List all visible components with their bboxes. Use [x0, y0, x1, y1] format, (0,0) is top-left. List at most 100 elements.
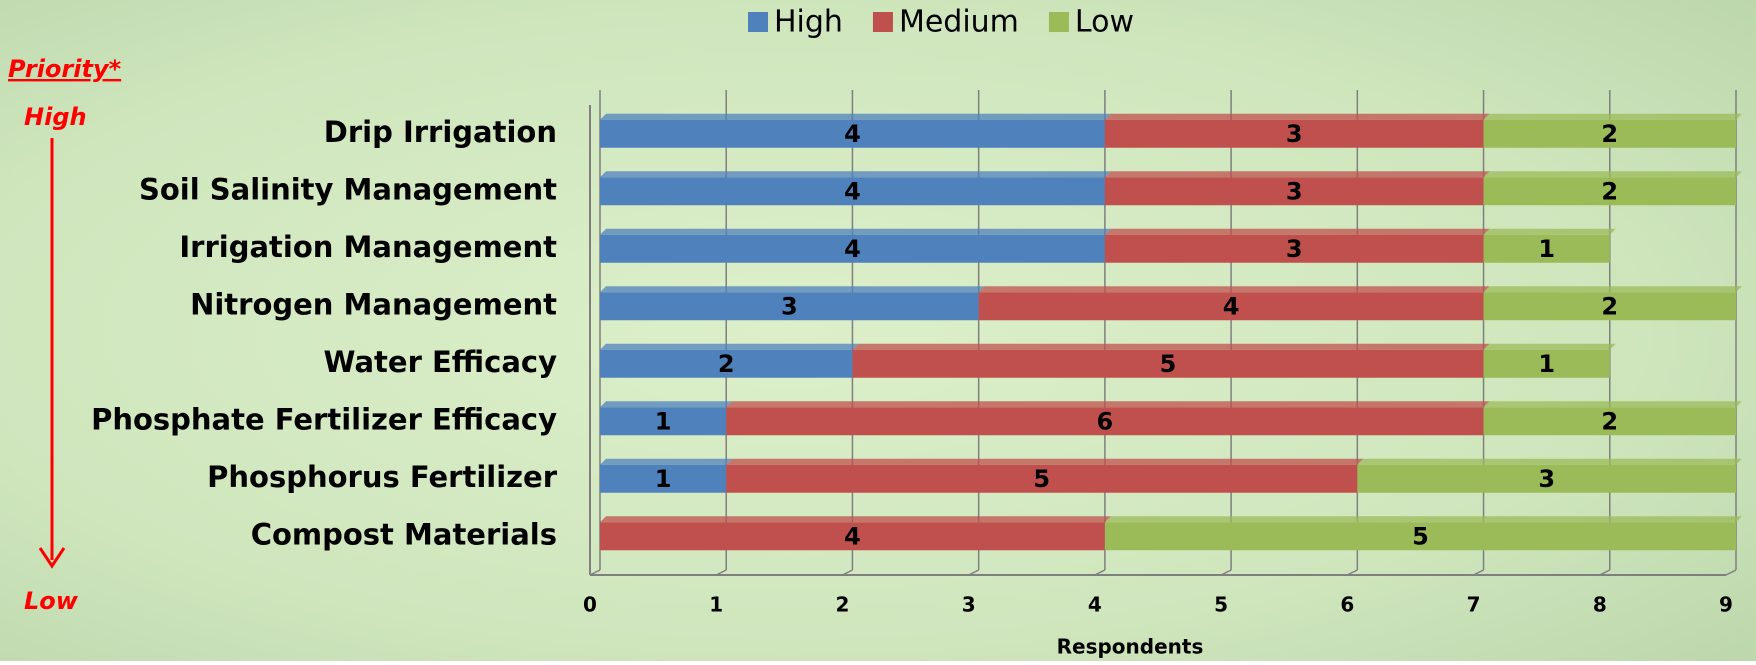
- bar-top: [1357, 458, 1742, 465]
- bar-top: [1104, 171, 1490, 178]
- bar-top: [1104, 113, 1490, 120]
- data-label: 5: [1412, 522, 1429, 550]
- data-label: 1: [655, 465, 672, 493]
- data-label: 1: [1538, 235, 1555, 263]
- bar-top: [1104, 516, 1742, 523]
- plot-area: 0 1 2 3 4 5 6 7 8 9 High Medium Low Drip Irrigation 4 3…: [91, 5, 1742, 617]
- x-tick-label: 8: [1593, 593, 1607, 617]
- bar: [1104, 177, 1484, 206]
- bar: [600, 234, 1105, 263]
- x-tick-label: 4: [1088, 593, 1102, 617]
- data-label: 4: [1223, 292, 1240, 320]
- bar-top: [600, 113, 1111, 120]
- priority-low: Low: [24, 587, 79, 615]
- legend-label: High: [774, 5, 843, 40]
- y-tick-label: Soil Salinity Management: [139, 172, 557, 206]
- x-tick-label: 7: [1467, 593, 1481, 617]
- priority-arrow-head: [38, 547, 66, 569]
- data-label: 2: [718, 350, 735, 378]
- y-tick-label: Nitrogen Management: [190, 287, 557, 321]
- y-tick-label: Irrigation Management: [179, 230, 557, 264]
- x-axis-label: Respondents: [1057, 635, 1204, 659]
- y-tick-label: Drip Irrigation: [324, 115, 557, 149]
- x-tick-label: 5: [1214, 593, 1228, 617]
- bar: [600, 119, 1105, 148]
- bar-top: [600, 286, 985, 293]
- data-label: 4: [844, 522, 861, 550]
- x-tick-label: 6: [1340, 593, 1354, 617]
- bar-top: [1483, 228, 1616, 235]
- bar-top: [726, 458, 1364, 465]
- bar: [600, 464, 727, 493]
- bar-top: [1104, 228, 1490, 235]
- data-label: 3: [781, 292, 798, 320]
- bar-top: [1483, 171, 1742, 178]
- bar: [726, 464, 1358, 493]
- data-label: 3: [1286, 177, 1303, 205]
- bar-top: [852, 343, 1490, 350]
- bar-top: [1483, 286, 1742, 293]
- bar: [1483, 234, 1610, 263]
- priority-high: High: [24, 103, 87, 131]
- bar: [1483, 407, 1736, 436]
- bar: [726, 407, 1484, 436]
- data-label: 4: [844, 177, 861, 205]
- data-label: 3: [1286, 235, 1303, 263]
- bar: [600, 407, 727, 436]
- bar-top: [600, 401, 733, 408]
- x-tick-label: 0: [583, 593, 597, 617]
- bar: [1104, 119, 1484, 148]
- x-tick-label: 1: [709, 593, 723, 617]
- legend-swatch: [872, 12, 893, 32]
- bar: [1104, 522, 1736, 551]
- bar-top: [1483, 401, 1742, 408]
- data-label: 2: [1601, 177, 1618, 205]
- bar: [1483, 119, 1736, 148]
- priority-label: Priority*: [8, 55, 122, 83]
- x-tick-label: 3: [962, 593, 976, 617]
- bar: [978, 292, 1484, 321]
- bar-top: [600, 171, 1111, 178]
- y-tick-label: Water Efficacy: [324, 345, 558, 379]
- data-label: 2: [1601, 292, 1618, 320]
- bar-top: [600, 343, 859, 350]
- bar: [1483, 177, 1736, 206]
- bar: [1483, 292, 1736, 321]
- data-label: 3: [1538, 465, 1555, 493]
- legend-swatch: [1048, 12, 1069, 32]
- bar-top: [600, 458, 733, 465]
- data-label: 5: [1160, 350, 1177, 378]
- bar: [1104, 234, 1484, 263]
- bar: [852, 349, 1484, 378]
- bar-top: [600, 228, 1111, 235]
- bar-top: [1483, 113, 1742, 120]
- data-label: 2: [1601, 407, 1618, 435]
- bar-top: [726, 401, 1490, 408]
- y-tick-label: Compost Materials: [251, 517, 557, 551]
- y-tick-label: Phosphorus Fertilizer: [207, 460, 558, 494]
- bar: [600, 522, 1105, 551]
- legend-label: Low: [1075, 5, 1134, 40]
- x-tick-label: 2: [835, 593, 849, 617]
- bar: [1483, 349, 1610, 378]
- data-label: 5: [1033, 465, 1050, 493]
- y-tick-label: Phosphate Fertilizer Efficacy: [91, 402, 557, 436]
- data-label: 1: [655, 407, 672, 435]
- data-label: 4: [844, 120, 861, 148]
- bar: [600, 177, 1105, 206]
- bar-top: [600, 516, 1111, 523]
- bar: [1357, 464, 1736, 493]
- data-label: 6: [1097, 407, 1114, 435]
- data-label: 1: [1538, 350, 1555, 378]
- data-label: 4: [844, 235, 861, 263]
- bar: [600, 292, 979, 321]
- x-tick: [1725, 569, 1737, 576]
- data-label: 3: [1286, 120, 1303, 148]
- x-tick-label: 9: [1719, 593, 1733, 617]
- bar-top: [978, 286, 1490, 293]
- legend-swatch: [748, 12, 768, 32]
- bar-top: [1483, 343, 1616, 350]
- bar: [600, 349, 853, 378]
